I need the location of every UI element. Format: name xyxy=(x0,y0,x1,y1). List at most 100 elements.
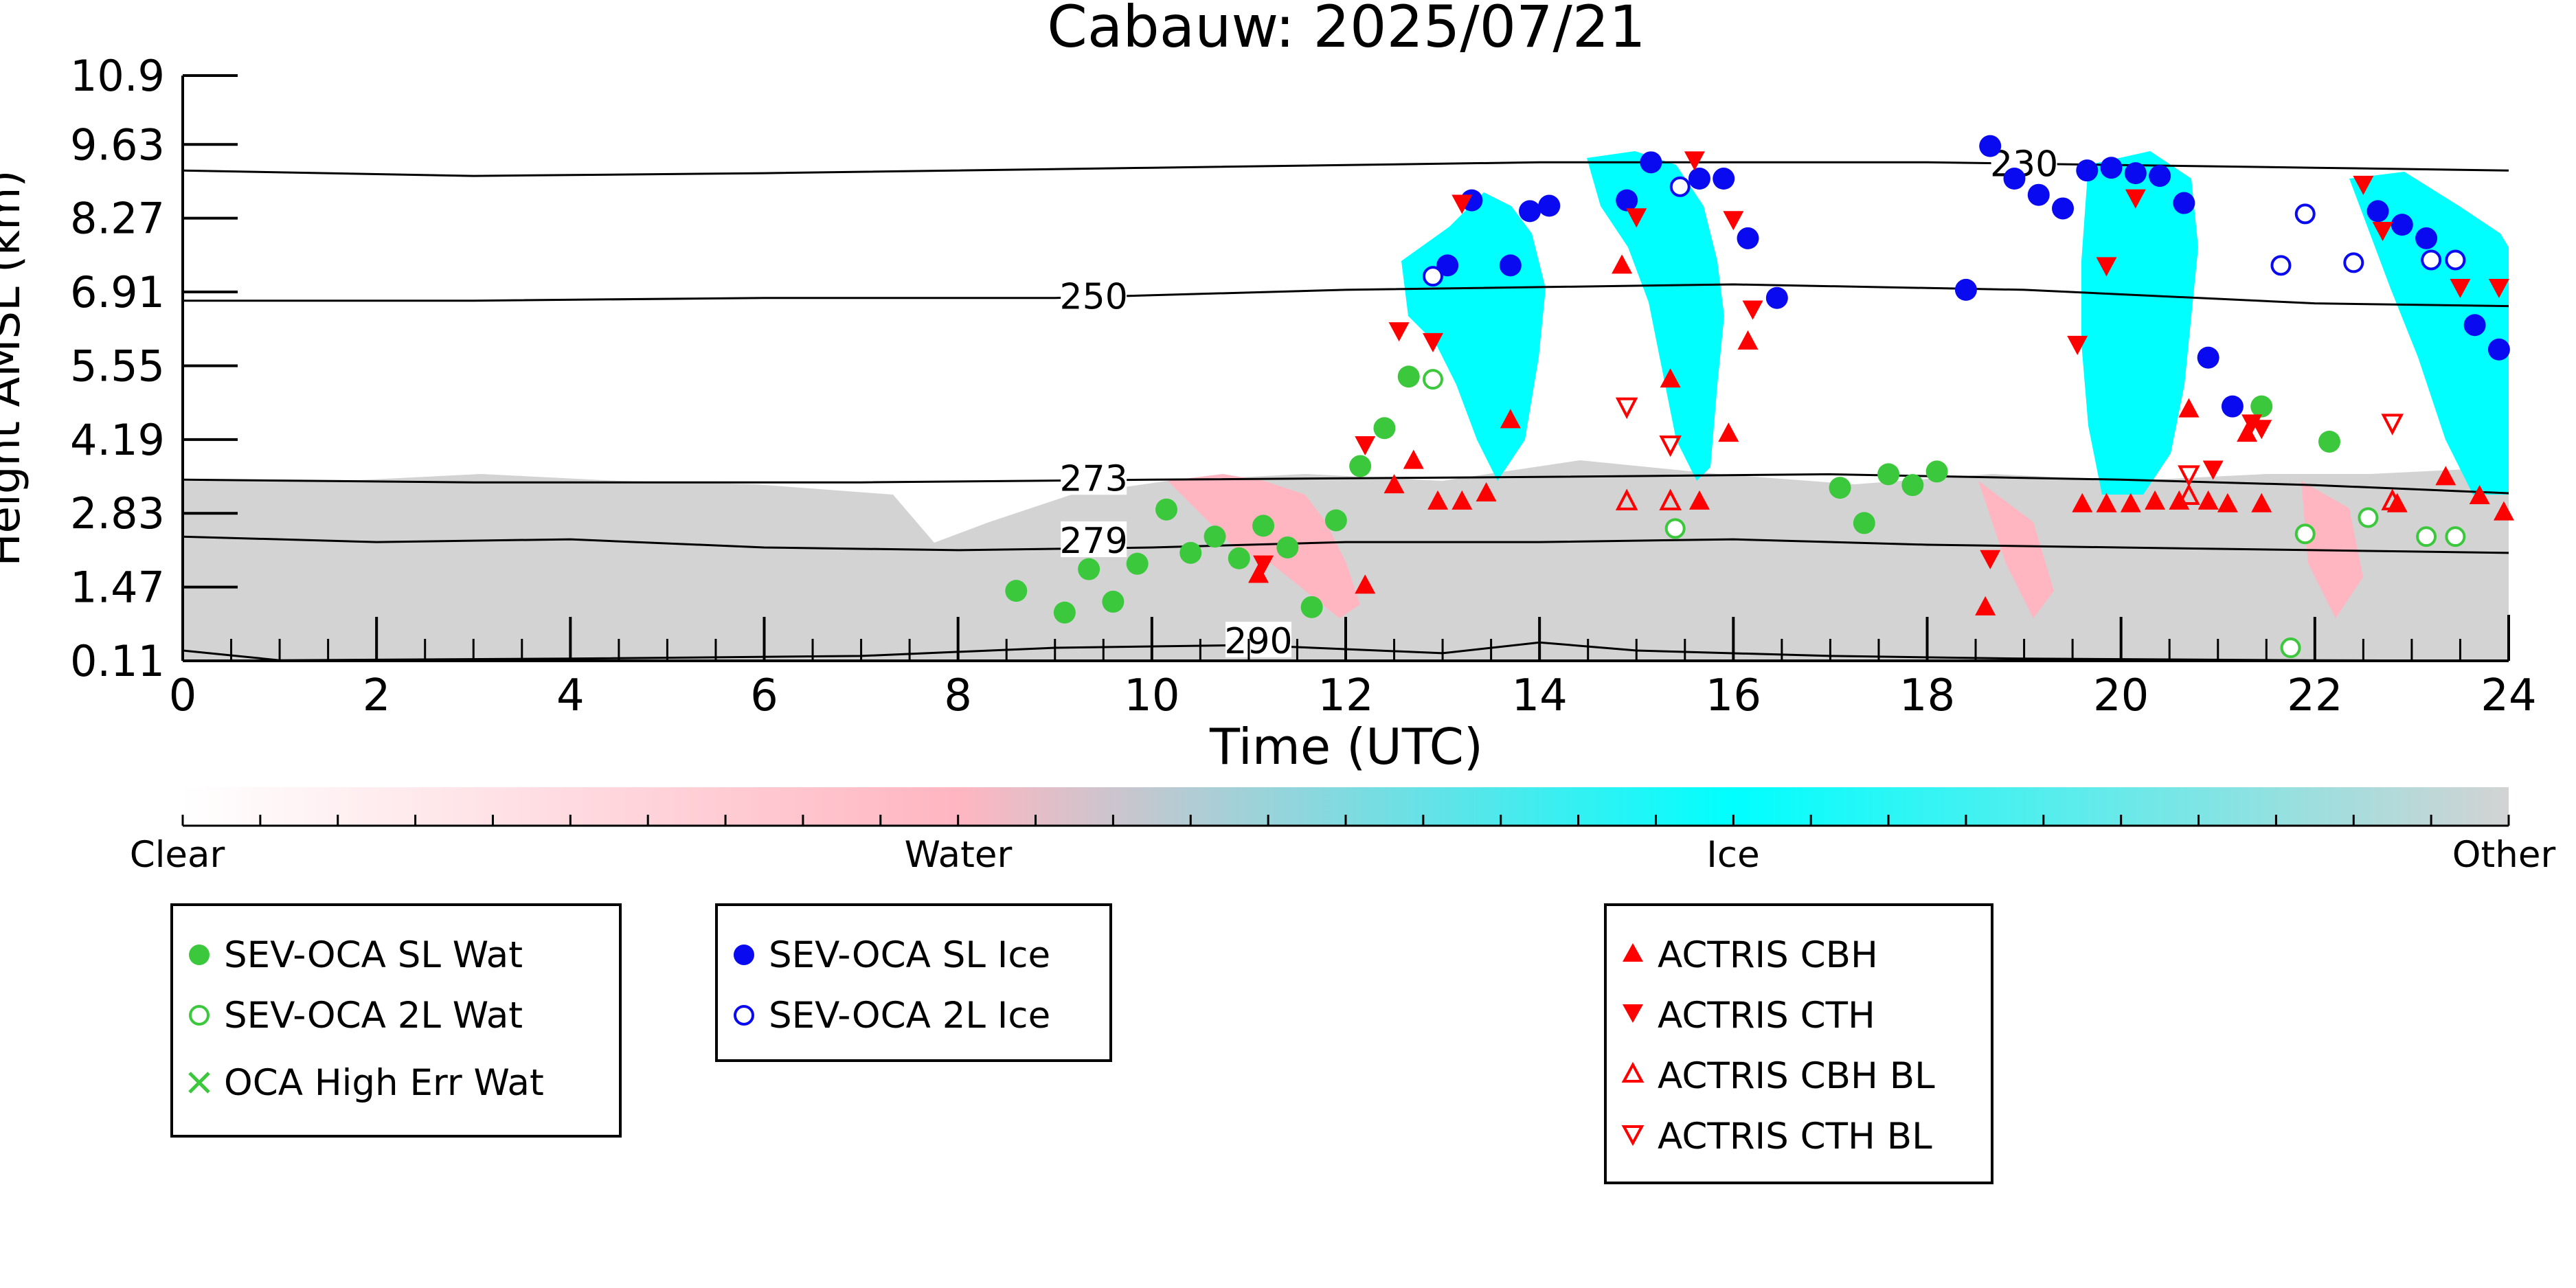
contour-label: 279 xyxy=(1060,521,1128,562)
data-point xyxy=(2469,484,2490,504)
data-point xyxy=(1979,135,2002,157)
data-point xyxy=(1737,330,1759,350)
y-axis-label: Height AMSL (km) xyxy=(0,170,30,567)
data-point xyxy=(1718,422,1739,442)
contour-line xyxy=(183,473,2509,495)
data-point xyxy=(1612,254,1633,274)
data-point xyxy=(1954,278,1977,301)
data-point xyxy=(1980,550,2001,569)
data-point xyxy=(1422,369,1443,390)
data-point xyxy=(2178,465,2200,487)
data-point xyxy=(1829,477,1851,499)
data-point xyxy=(1615,488,1638,510)
data-point xyxy=(1422,266,1443,287)
data-point xyxy=(1519,200,1541,223)
data-point xyxy=(2450,278,2471,298)
data-point xyxy=(1253,555,1274,575)
legend-actris: ACTRIS CBH ACTRIS CTH ACTRIS CBH BL ACTR… xyxy=(1604,903,1993,1184)
data-point xyxy=(2076,159,2099,182)
data-point xyxy=(1975,596,1996,615)
data-point xyxy=(2178,483,2200,505)
data-point xyxy=(2067,335,2088,355)
data-point xyxy=(1252,515,1275,537)
x-tick-label: 8 xyxy=(944,670,972,721)
legend-label-sl-ice: SEV-OCA SL Ice xyxy=(769,934,1050,976)
legend-label-high-err-wat: OCA High Err Wat xyxy=(224,1062,544,1104)
data-point xyxy=(1853,512,1875,534)
data-point xyxy=(2250,395,2273,418)
data-point xyxy=(1684,151,1705,171)
ice-patch xyxy=(2349,172,2509,495)
data-point xyxy=(1436,254,1459,277)
data-point xyxy=(2120,493,2141,512)
data-point xyxy=(1742,300,1763,320)
data-point xyxy=(1476,482,1497,502)
water-patch xyxy=(1978,481,2054,618)
data-point xyxy=(2270,255,2292,276)
data-point xyxy=(1078,558,1100,580)
data-point xyxy=(2343,252,2364,273)
data-point xyxy=(1451,194,1473,214)
data-point xyxy=(2493,501,2514,521)
data-point xyxy=(1640,151,1662,174)
data-point xyxy=(2237,422,2258,442)
y-tick-label: 5.55 xyxy=(70,341,165,391)
contour-line xyxy=(183,161,2509,177)
x-ticks: 0 2 4 6 8 10 12 14 16 18 20 22 24 xyxy=(169,617,2537,721)
y-tick-label: 8.27 xyxy=(70,194,165,244)
colorbar-label-water: Water xyxy=(905,834,1013,876)
data-point xyxy=(1300,596,1323,618)
data-point xyxy=(1397,365,1420,388)
y-ticks: 0.11 1.47 2.83 4.19 5.55 6.91 8.27 9.63 10.9 xyxy=(70,51,238,686)
colorbar-label-ice: Ice xyxy=(1706,834,1759,876)
legend-marker-cbh-bl xyxy=(1621,1061,1645,1083)
data-point xyxy=(1403,449,1424,469)
chart-title: Cabauw: 2025/07/21 xyxy=(1047,0,1645,60)
ice-patch xyxy=(1401,192,1546,481)
data-point xyxy=(1204,526,1226,548)
legend-marker-cth-bl xyxy=(1621,1125,1645,1146)
contour-line xyxy=(183,535,2509,554)
data-point xyxy=(2381,488,2404,510)
data-point xyxy=(1616,189,1638,212)
data-point xyxy=(1053,601,1076,624)
y-tick-label: 6.91 xyxy=(70,267,165,317)
contour-label: 250 xyxy=(1060,277,1128,318)
legend-marker-sl-wat xyxy=(189,945,210,965)
y-tick-label: 1.47 xyxy=(70,563,165,613)
ice-patch xyxy=(1587,151,1724,481)
data-point xyxy=(1427,490,1449,510)
legend-label-2l-ice: SEV-OCA 2L Ice xyxy=(769,995,1050,1037)
data-point xyxy=(1669,176,1691,197)
data-point xyxy=(2251,493,2272,512)
data-point xyxy=(2202,460,2224,480)
other-band xyxy=(183,460,2509,661)
legend-marker-2l-wat xyxy=(189,1005,210,1026)
data-point xyxy=(2463,314,2486,337)
contour-label-bg xyxy=(1061,459,1127,495)
x-tick-label: 10 xyxy=(1124,670,1179,721)
x-axis-label: Time (UTC) xyxy=(1209,718,1483,776)
cloud-mask-field xyxy=(183,151,2509,661)
data-point xyxy=(2488,278,2509,298)
data-point xyxy=(2125,189,2146,209)
data-point xyxy=(2372,222,2393,242)
data-point xyxy=(1925,460,1948,483)
data-point xyxy=(1659,488,1682,510)
data-point xyxy=(2445,526,2466,547)
data-point xyxy=(1688,490,1710,510)
contour-line xyxy=(183,283,2509,308)
y-tick-label: 2.83 xyxy=(70,488,165,539)
data-point xyxy=(1373,417,1396,440)
data-point xyxy=(1324,509,1347,532)
legend-marker-high-err-wat xyxy=(188,1072,210,1094)
x-tick-label: 18 xyxy=(1899,670,1955,721)
data-point xyxy=(2003,168,2026,190)
legend-marker-2l-ice xyxy=(734,1005,754,1026)
x-tick-label: 22 xyxy=(2287,670,2342,721)
data-point xyxy=(2421,249,2442,271)
x-tick-label: 0 xyxy=(169,670,197,721)
data-point xyxy=(1228,547,1250,569)
data-point xyxy=(1388,322,1410,342)
